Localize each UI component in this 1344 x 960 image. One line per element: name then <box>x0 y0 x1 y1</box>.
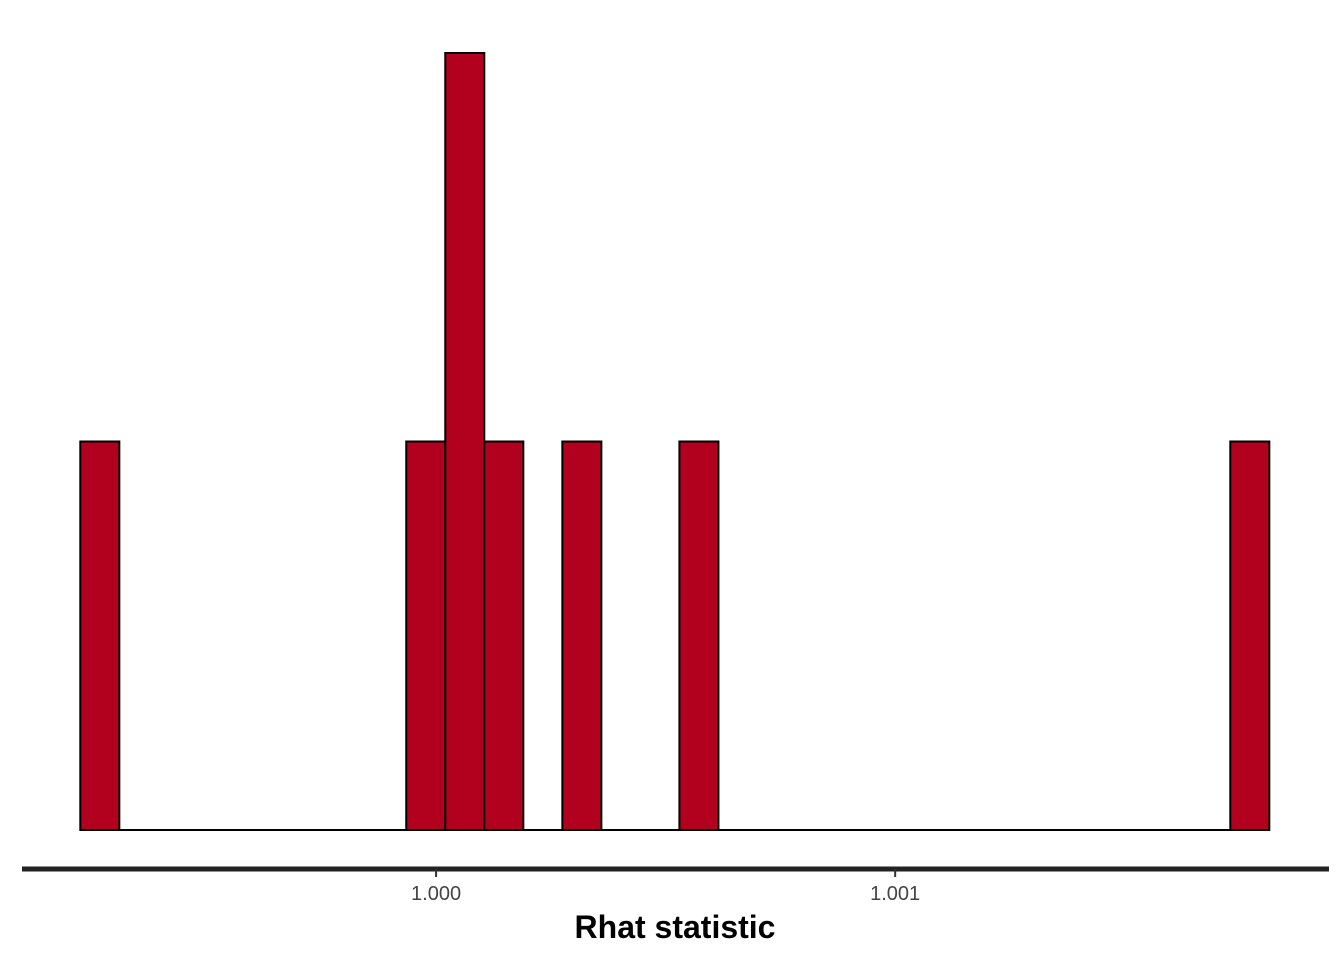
histogram-bar-0 <box>79 440 121 831</box>
histogram-bar-3 <box>483 440 525 831</box>
x-tick-label-0: 1.000 <box>411 883 461 905</box>
histogram-bar-6 <box>1229 440 1271 831</box>
histogram-bar-2 <box>444 52 486 831</box>
histogram-bar-1 <box>405 440 447 831</box>
x-axis-title: Rhat statistic <box>575 909 776 945</box>
histogram-bar-5 <box>678 440 720 831</box>
x-axis-ticks: 1.000 1.001 <box>411 869 920 905</box>
histogram-bars <box>79 52 1271 831</box>
histogram-bar-4 <box>561 440 603 831</box>
x-tick-label-1: 1.001 <box>870 883 920 905</box>
